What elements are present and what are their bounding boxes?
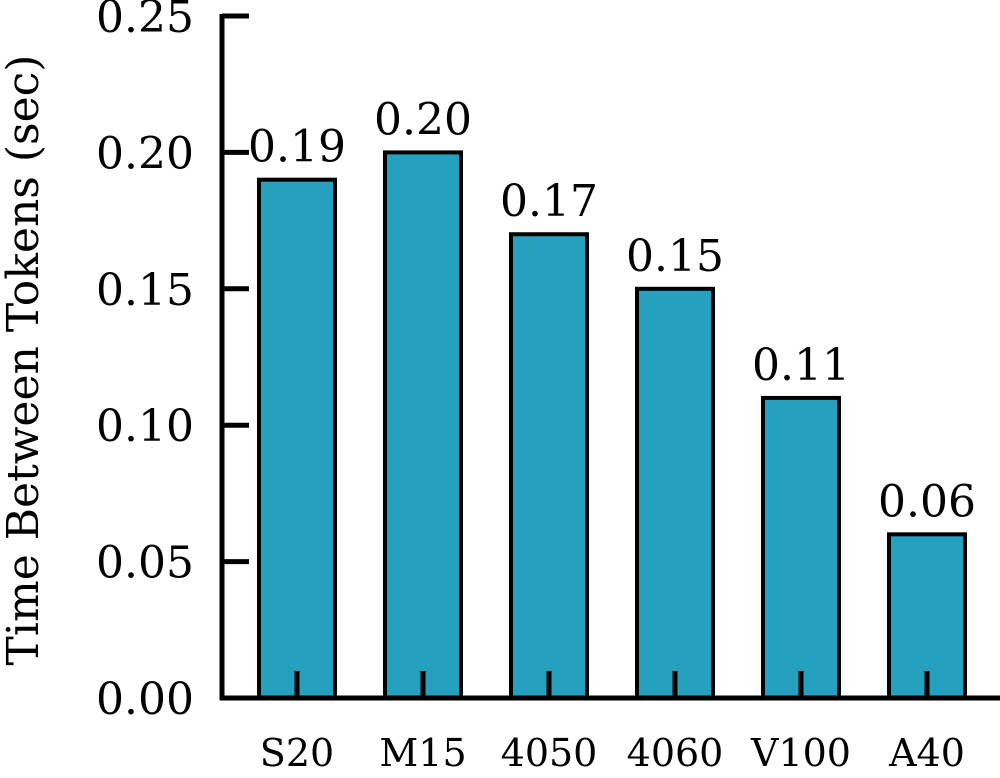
data-label-4050: 0.17 [500, 176, 598, 227]
y-axis-title: Time Between Tokens (sec) [0, 55, 49, 666]
data-label-a40: 0.06 [878, 476, 976, 527]
data-label-m15: 0.20 [374, 94, 472, 145]
y-tick-label: 0.00 [96, 674, 194, 725]
x-tick-label-v100: V100 [750, 731, 851, 775]
y-tick-label: 0.10 [96, 401, 194, 452]
bar-v100 [761, 395, 841, 700]
y-tick-label: 0.20 [96, 128, 194, 179]
data-label-s20: 0.19 [248, 122, 346, 173]
x-tick-label-4060: 4060 [627, 731, 724, 775]
bar-4050 [509, 232, 589, 701]
data-label-4060: 0.15 [626, 231, 724, 282]
x-axis: S20 M15 4050 4060 V100 A40 [220, 671, 1000, 775]
y-tick-label: 0.05 [96, 538, 194, 589]
x-tick-label-m15: M15 [379, 731, 466, 775]
x-tick-label-s20: S20 [260, 731, 334, 775]
x-tick-label-a40: A40 [888, 731, 965, 775]
data-label-v100: 0.11 [752, 340, 850, 391]
y-tick-label: 0.25 [96, 0, 194, 43]
y-tick-label: 0.15 [96, 265, 194, 316]
bar-s20 [257, 177, 337, 700]
bars-group: 0.19 0.20 0.17 0.15 0.11 0.06 [248, 94, 976, 701]
bar-4060 [635, 286, 715, 700]
x-tick-label-4050: 4050 [501, 731, 598, 775]
bar-m15 [383, 150, 463, 700]
y-axis: 0.00 0.05 0.10 0.15 0.20 0.25 [96, 0, 249, 725]
